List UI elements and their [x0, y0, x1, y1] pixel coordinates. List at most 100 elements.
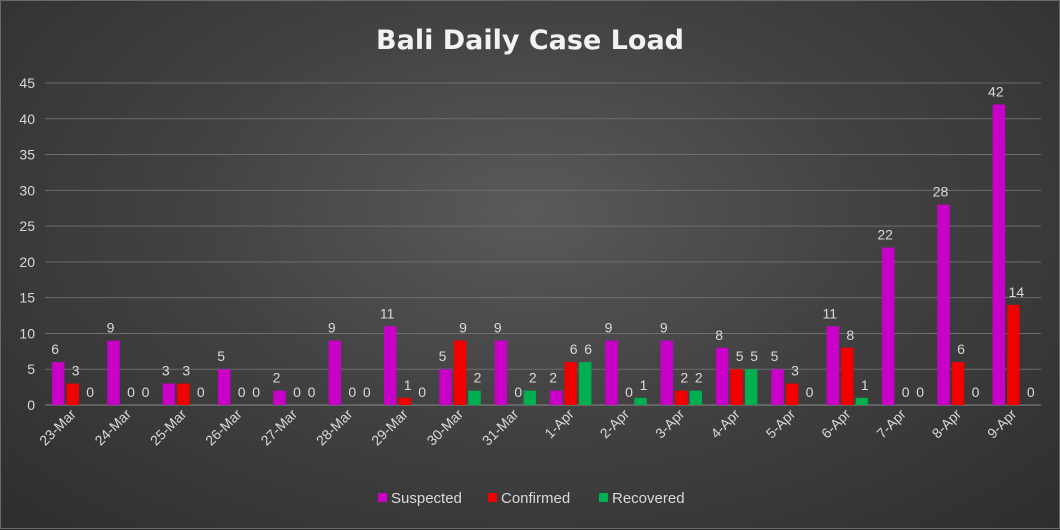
- data-label: 8: [846, 327, 854, 343]
- data-label: 0: [363, 384, 371, 400]
- bar-suspected: [383, 326, 397, 405]
- data-label: 0: [197, 384, 205, 400]
- bar-suspected: [273, 390, 286, 405]
- bar-recovered: [523, 390, 537, 405]
- bar-recovered: [689, 390, 703, 405]
- chart-title: Bali Daily Case Load: [376, 25, 684, 56]
- bar-confirmed: [785, 383, 799, 405]
- data-label: 9: [107, 320, 115, 336]
- bar-suspected: [605, 340, 618, 405]
- legend: Suspected Confirmed Recovered: [378, 490, 685, 507]
- data-label: 8: [715, 327, 723, 343]
- bar-confirmed: [177, 383, 190, 405]
- data-label: 0: [1027, 384, 1035, 400]
- data-label: 9: [328, 320, 336, 336]
- y-tick-label: 20: [19, 254, 35, 270]
- x-tick-label: 29-Mar: [368, 406, 411, 449]
- data-label: 6: [570, 341, 578, 357]
- data-label: 0: [972, 384, 980, 400]
- bar-suspected: [937, 204, 950, 405]
- data-label: 0: [916, 384, 924, 400]
- data-label: 9: [494, 320, 502, 336]
- x-tick-label: 23-Mar: [36, 406, 79, 449]
- data-label: 0: [514, 384, 522, 400]
- data-label: 0: [308, 384, 316, 400]
- legend-swatch-suspected: [378, 493, 387, 502]
- legend-swatch-confirmed: [488, 493, 497, 502]
- bar-suspected: [51, 362, 65, 405]
- bar-confirmed: [951, 362, 965, 405]
- bar-suspected: [162, 383, 176, 405]
- data-label: 9: [660, 320, 668, 336]
- x-tick-label: 24-Mar: [91, 406, 134, 449]
- data-label: 1: [861, 377, 869, 393]
- data-label: 0: [238, 384, 246, 400]
- bar-recovered: [744, 369, 758, 405]
- x-tick-label: 25-Mar: [147, 406, 190, 449]
- data-label: 0: [418, 384, 426, 400]
- data-label: 0: [86, 384, 94, 400]
- data-label: 5: [217, 348, 225, 364]
- data-label: 0: [348, 384, 356, 400]
- bar-recovered: [578, 362, 592, 405]
- bar-recovered: [634, 397, 647, 405]
- x-tick-label: 26-Mar: [202, 406, 245, 449]
- bar-confirmed: [730, 369, 743, 405]
- bar-confirmed: [398, 397, 411, 405]
- data-label: 0: [127, 384, 135, 400]
- x-tick-label: 4-Apr: [707, 406, 743, 442]
- data-label: 22: [877, 227, 893, 243]
- bar-suspected: [439, 369, 452, 405]
- data-label: 14: [1009, 284, 1025, 300]
- data-label: 2: [549, 370, 557, 386]
- bar-suspected: [660, 340, 674, 405]
- data-label: 0: [293, 384, 301, 400]
- x-axis-ticks: 23-Mar 24-Mar 25-Mar 26-Mar 27-Mar 28-Mar 29-M…: [36, 406, 1020, 449]
- bar-suspected: [549, 390, 563, 405]
- data-label: 3: [162, 363, 170, 379]
- x-tick-label: 8-Apr: [929, 406, 965, 442]
- data-label: 11: [823, 305, 838, 321]
- data-label: 2: [474, 370, 482, 386]
- y-tick-label: 10: [19, 325, 35, 341]
- x-tick-label: 1-Apr: [541, 406, 577, 442]
- bar-suspected: [992, 104, 1006, 405]
- y-tick-label: 40: [19, 111, 35, 127]
- data-label: 9: [459, 320, 467, 336]
- bar-suspected: [217, 369, 231, 405]
- x-tick-label: 28-Mar: [313, 406, 356, 449]
- data-label: 11: [380, 305, 395, 321]
- x-tick-label: 5-Apr: [763, 406, 799, 442]
- data-label: 3: [72, 363, 80, 379]
- data-label: 6: [957, 341, 965, 357]
- data-label: 3: [791, 363, 799, 379]
- data-label: 1: [404, 377, 412, 393]
- y-tick-label: 0: [27, 397, 35, 413]
- data-label: 0: [625, 384, 633, 400]
- data-label: 6: [51, 341, 59, 357]
- data-label: 28: [933, 184, 949, 200]
- data-label: 1: [640, 377, 648, 393]
- data-label: 5: [750, 348, 758, 364]
- data-label: 2: [529, 370, 537, 386]
- y-tick-label: 25: [19, 218, 35, 234]
- bar-recovered: [468, 390, 481, 405]
- legend-label-suspected: Suspected: [391, 490, 462, 507]
- x-tick-label: 31-Mar: [479, 406, 522, 449]
- y-axis-ticks: 0 5 10 15 20 25 30 35 40 45: [19, 75, 35, 413]
- data-label: 42: [988, 83, 1004, 99]
- data-label: 9: [605, 320, 613, 336]
- bar-confirmed: [1007, 304, 1020, 405]
- data-label: 0: [902, 384, 910, 400]
- data-label: 2: [680, 370, 688, 386]
- y-tick-label: 45: [19, 75, 35, 91]
- x-tick-label: 9-Apr: [984, 406, 1020, 442]
- bar-suspected: [826, 326, 840, 405]
- bar-confirmed: [675, 390, 688, 405]
- data-label: 2: [695, 370, 703, 386]
- legend-swatch-recovered: [599, 493, 608, 502]
- x-tick-label: 27-Mar: [257, 406, 300, 449]
- data-label: 3: [182, 363, 190, 379]
